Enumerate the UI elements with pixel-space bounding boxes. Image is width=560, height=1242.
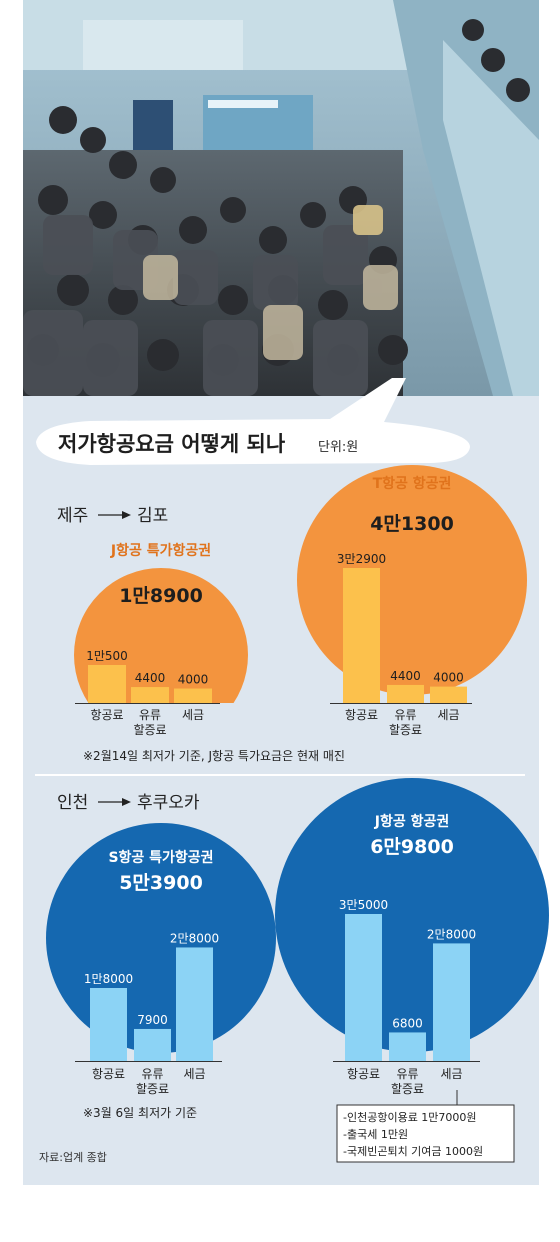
total-fare-value: 6만9800 [370,836,454,858]
bar [134,1028,171,1061]
bar-value-label: 3만5000 [339,898,388,912]
airport-crowd-photo [23,0,539,396]
tax-item: -인천공항이용료 1만7000원 [343,1110,477,1124]
tax-item: -국제빈곤퇴치 기여금 1000원 [343,1145,483,1158]
bar [433,943,470,1061]
chart-t-air-jeju: T항공 항공권 4만1300 3만2900 항공료 4400 유류 할증료 4000 세금 [297,465,527,737]
category-label: 유류 할증료 [391,1067,424,1096]
category-label: 항공료 [92,1067,125,1081]
category-label: 세금 [182,708,204,722]
bar-value-label: 3만2900 [337,552,386,566]
route-to: 김포 [137,506,168,526]
total-fare-circle [297,465,527,695]
bar-value-label: 2만8000 [170,931,219,945]
bar-value-label: 4400 [390,669,421,683]
route-from: 인천 [57,793,88,813]
bar [387,684,424,703]
source-credit: 자료:업계 종합 [39,1151,107,1164]
tax-breakdown-callout: -인천공항이용료 1만7000원 -출국세 1만원 -국제빈곤퇴치 기여금 10… [336,1090,515,1163]
route-jeju-gimpo: 제주 김포 [57,506,168,526]
bar [343,568,380,703]
chart-j-air-fukuoka: J항공 항공권 6만9800 3만5000 항공료 6800 유류 할증료 2만8000 세금 [275,778,549,1096]
fare-type-label: S항공 특가항공권 [108,849,213,866]
bar [345,914,382,1061]
category-label: 유류 할증료 [389,708,422,737]
bar [176,947,213,1061]
category-label: 항공료 [347,1067,380,1081]
tax-item: -출국세 1만원 [343,1128,408,1141]
category-label: 세금 [183,1067,205,1081]
bar-value-label: 2만8000 [427,927,476,941]
bar [88,665,126,703]
chart-j-air-special-jeju: J항공 특가항공권 1만8900 1만500 항공료 4400 유류 할증료 4000 세금 [74,542,248,737]
route-from: 제주 [57,506,88,526]
total-fare-value: 4만1300 [370,513,454,535]
bar-value-label: 4400 [135,671,166,685]
bar-value-label: 6800 [392,1016,423,1030]
bar-value-label: 4000 [433,671,464,685]
bar-value-label: 7900 [137,1013,168,1027]
total-fare-circle [275,778,549,1052]
bar [430,686,467,703]
route-arrowhead-icon [122,798,131,806]
note-fukuoka: ※3월 6일 최저가 기준 [83,1106,197,1120]
category-label: 세금 [440,1067,462,1081]
bar [389,1032,426,1061]
plane-icon [36,378,470,465]
plane-title-banner: 저가항공요금 어떻게 되나 단위:원 [36,378,470,465]
category-label: 항공료 [345,708,378,722]
note-jeju: ※2월14일 최저가 기준, J항공 특가요금은 현재 매진 [83,749,345,763]
unit-label: 단위:원 [318,440,358,455]
bar [90,988,127,1061]
total-fare-value: 1만8900 [119,585,203,607]
chart-title: 저가항공요금 어떻게 되나 [58,432,286,456]
chart-s-air-special-fukuoka: S항공 특가항공권 5만3900 1만8000 항공료 7900 유류 할증료 2만8000 세… [46,823,276,1096]
fare-type-label: J항공 항공권 [374,813,449,830]
fare-type-label: J항공 특가항공권 [110,542,211,559]
category-label: 유류 할증료 [133,708,166,737]
bar-value-label: 1만500 [86,649,128,663]
bar [131,687,169,703]
category-label: 유류 할증료 [136,1067,169,1096]
bar-value-label: 1만8000 [84,972,133,986]
bar [174,688,212,703]
category-label: 항공료 [90,708,123,722]
route-arrowhead-icon [122,511,131,519]
bar-value-label: 4000 [178,673,209,687]
total-fare-value: 5만3900 [119,872,203,894]
route-incheon-fukuoka: 인천 후쿠오카 [57,793,200,813]
category-label: 세금 [437,708,459,722]
fare-type-label: T항공 항공권 [373,475,452,492]
route-to: 후쿠오카 [137,793,200,813]
